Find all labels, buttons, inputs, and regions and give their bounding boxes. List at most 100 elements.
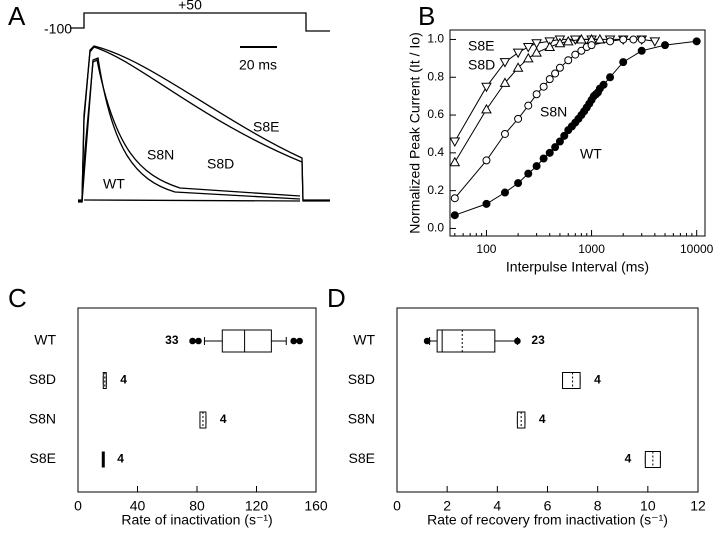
trace-label: S8N — [147, 147, 174, 163]
x-axis-title: Rate of recovery from inactivation (s⁻¹) — [427, 512, 668, 528]
x-tick-label: 100 — [476, 242, 496, 256]
n-label: 23 — [531, 333, 545, 347]
point — [539, 154, 548, 163]
n-label: 4 — [625, 452, 632, 466]
trace-label: WT — [103, 176, 125, 192]
scale-bar-label: 20 ms — [239, 57, 277, 73]
point — [562, 35, 574, 46]
point — [450, 211, 459, 220]
legend-label: S8E — [468, 38, 494, 54]
x-tick-label: 80 — [189, 498, 205, 514]
point — [531, 47, 542, 57]
plot-frame — [77, 307, 317, 493]
point — [500, 129, 509, 138]
point — [544, 41, 556, 52]
legend-label: WT — [580, 146, 602, 162]
protocol-label: +50 — [178, 0, 202, 13]
category-label: S8N — [348, 411, 375, 427]
x-tick-label: 10000 — [680, 242, 714, 256]
x-tick-label: 2 — [443, 498, 451, 514]
point — [514, 114, 523, 123]
point — [514, 179, 523, 188]
point — [545, 75, 554, 84]
point — [555, 137, 564, 146]
point — [481, 103, 492, 114]
flier — [290, 337, 297, 345]
y-tick-label: 0.4 — [427, 145, 444, 159]
category-label: S8E — [30, 450, 56, 466]
flier — [423, 337, 431, 345]
point — [564, 56, 573, 65]
point — [499, 77, 511, 87]
point — [551, 69, 560, 78]
y-tick-label: 0.6 — [427, 107, 444, 121]
point — [649, 37, 661, 47]
flier — [296, 337, 303, 345]
point — [450, 194, 459, 203]
x-tick-label: 160 — [304, 498, 328, 514]
point — [522, 52, 534, 63]
y-tick-label: 0.8 — [427, 69, 444, 83]
point — [524, 169, 533, 178]
trace-s8d — [78, 46, 330, 202]
category-label: S8E — [349, 450, 375, 466]
x-axis-title: Rate of inactivation (s⁻¹) — [121, 512, 272, 528]
box — [436, 329, 496, 353]
point — [606, 73, 615, 82]
fit-line — [454, 38, 655, 142]
point — [531, 39, 542, 49]
trace-baseline — [83, 199, 301, 202]
point — [637, 46, 646, 55]
n-label: 33 — [165, 333, 179, 347]
point — [545, 148, 554, 157]
category-label: WT — [353, 332, 375, 348]
point — [500, 188, 509, 197]
panel-letter: B — [418, 1, 435, 31]
point — [532, 162, 541, 171]
point — [637, 35, 646, 44]
x-tick-label: 4 — [493, 498, 501, 514]
point — [524, 101, 533, 110]
x-tick-label: 1000 — [578, 242, 605, 256]
panel-letter: D — [327, 283, 346, 313]
point — [554, 37, 566, 48]
n-label: 4 — [220, 412, 227, 426]
trace-s8e — [78, 45, 330, 202]
point — [576, 33, 587, 44]
x-tick-label: 0 — [393, 498, 401, 514]
x-axis-title: Interpulse Interval (ms) — [506, 259, 649, 275]
point — [522, 43, 534, 53]
trace-label: S8D — [207, 156, 234, 172]
point — [619, 58, 628, 67]
trace-wt — [78, 57, 301, 203]
category-label: S8D — [348, 371, 375, 387]
n-label: 4 — [117, 452, 124, 466]
n-label: 4 — [120, 373, 127, 387]
point — [539, 82, 548, 91]
box — [562, 372, 581, 389]
trace-label: S8E — [253, 119, 279, 135]
x-tick-label: 6 — [544, 498, 552, 514]
point — [512, 48, 524, 59]
point — [449, 137, 461, 148]
point — [571, 50, 580, 59]
y-tick-label: 0.0 — [427, 221, 444, 235]
point — [532, 90, 541, 99]
point — [577, 46, 586, 55]
category-label: S8D — [29, 371, 56, 387]
point — [482, 156, 491, 165]
point — [606, 37, 615, 46]
panel-a-drawing — [70, 12, 330, 203]
point — [449, 156, 461, 167]
point — [512, 62, 524, 72]
flier — [189, 337, 196, 345]
legend-label: S8N — [540, 104, 567, 120]
plot-frame — [449, 29, 706, 237]
x-tick-label: 10 — [640, 498, 656, 514]
point — [481, 82, 492, 93]
point — [692, 37, 701, 46]
y-axis-title: Normalized Peak Current (It / Io) — [407, 32, 423, 234]
point — [499, 58, 511, 68]
x-tick-label: 0 — [74, 498, 82, 514]
